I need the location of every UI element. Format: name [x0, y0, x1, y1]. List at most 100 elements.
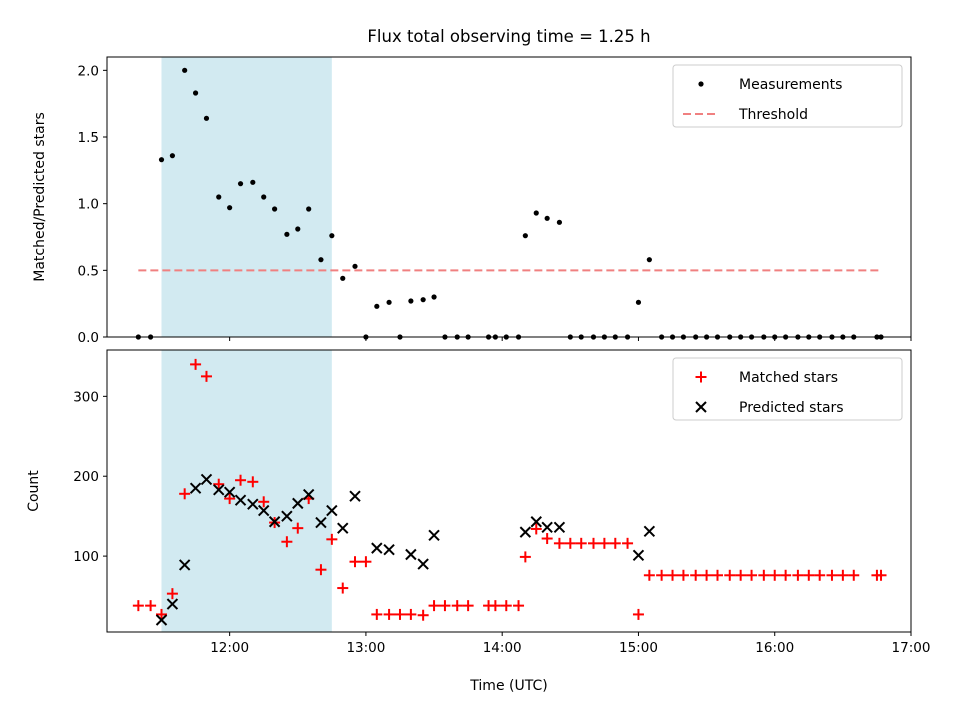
predicted-star-marker-b [530, 516, 542, 528]
predicted-star-marker-b [268, 516, 281, 528]
matched-star-marker [166, 588, 178, 600]
matched-star-marker [803, 569, 815, 581]
x-tick-label: 12:00 [210, 640, 249, 656]
measurement-point [544, 215, 550, 221]
measurement-point [420, 297, 426, 303]
measurement-point [237, 181, 244, 187]
measurement-point [272, 206, 278, 212]
matched-star-marker [132, 600, 144, 612]
matched-star-marker [541, 533, 553, 545]
matched-star-marker [667, 569, 679, 581]
matched-star-marker [247, 476, 259, 488]
measurement-point [533, 210, 539, 216]
matched-star-marker [428, 600, 440, 612]
predicted-star-marker-b [519, 526, 532, 538]
x-tick-label: 16:00 [755, 640, 794, 656]
matched-star-marker [609, 537, 621, 549]
predicted-star-marker-b [292, 497, 304, 510]
predicted-star-marker-b [643, 525, 656, 538]
predicted-star-marker [541, 521, 553, 534]
measurement-point [374, 303, 380, 309]
matched-star-marker [677, 569, 689, 581]
matched-star-marker [769, 569, 781, 581]
matched-star-marker [235, 474, 247, 486]
predicted-star-marker-b [234, 494, 247, 506]
x-axis-label: Time (UTC) [469, 678, 547, 694]
matched-star-marker [462, 600, 474, 612]
chart-title: Flux total observing time = 1.25 h [367, 27, 650, 46]
predicted-star-marker [178, 559, 191, 571]
predicted-star-marker [643, 525, 656, 538]
legend-box [672, 357, 903, 421]
predicted-star-marker [281, 510, 293, 522]
predicted-star-marker-b [166, 598, 179, 610]
measurement-point [306, 206, 312, 212]
matched-star-marker [598, 537, 610, 549]
y-tick-label: 100 [73, 549, 99, 565]
measurement-point [227, 205, 233, 211]
bottom-plot-marks [132, 358, 887, 626]
matched-star-marker [145, 600, 157, 612]
predicted-star-marker [189, 482, 202, 494]
matched-star-marker [564, 537, 576, 549]
predicted-star-marker [213, 484, 225, 496]
matched-star-marker [500, 600, 512, 612]
legend-marker-x-b [695, 401, 707, 413]
matched-star-marker [735, 569, 747, 581]
matched-star-marker [826, 569, 838, 581]
predicted-star-marker [247, 498, 259, 510]
matched-star-marker [349, 556, 361, 568]
predicted-star-marker [326, 504, 338, 517]
matched-star-marker [451, 600, 463, 612]
predicted-star-marker-b [337, 522, 349, 534]
predicted-star-marker [292, 497, 304, 510]
matched-star-marker [405, 608, 417, 620]
predicted-star-marker-b [371, 542, 383, 554]
y-tick-label: 2.0 [78, 63, 99, 79]
matched-star-marker [711, 569, 723, 581]
matched-star-marker [513, 600, 525, 612]
legend-entry-label: Predicted stars [739, 400, 844, 416]
predicted-star-marker [553, 521, 566, 534]
matched-star-marker [179, 488, 191, 500]
bottom-panel: 12:00 13:00 14:00 15:00 16:00 17:00100200300 … [26, 349, 930, 656]
matched-star-marker [156, 608, 168, 620]
top-axis-ticks: 0.0 0.5 1.0 1.5 2.0 [78, 63, 912, 346]
measurement-point [203, 115, 210, 121]
predicted-star-marker [258, 504, 270, 517]
predicted-star-marker-b [189, 482, 202, 494]
measurement-point [295, 226, 301, 232]
measurement-point [284, 231, 290, 237]
y-tick-label: 0.0 [78, 330, 99, 346]
matched-star-marker [292, 522, 304, 534]
matched-star-marker [258, 496, 270, 508]
predicted-star-marker-b [417, 558, 429, 570]
predicted-star-marker-b [155, 614, 168, 626]
measurement-point [646, 257, 652, 263]
top-axes-frame [106, 56, 912, 338]
matched-star-marker [746, 569, 758, 581]
measurement-point [352, 263, 358, 269]
x-tick-label: 15:00 [619, 640, 658, 656]
predicted-star-marker-b [247, 498, 259, 510]
measurement-point [216, 194, 222, 200]
matched-star-marker [200, 370, 212, 382]
matched-star-marker [587, 537, 599, 549]
predicted-star-marker-b [632, 549, 645, 562]
matched-star-marker [417, 609, 429, 621]
predicted-star-marker [428, 529, 440, 542]
y-tick-label: 1.0 [78, 197, 99, 213]
predicted-star-marker-b [302, 488, 315, 501]
predicted-star-marker [223, 486, 236, 498]
legend-entry-label: Measurements [739, 77, 842, 93]
predicted-star-marker [315, 516, 327, 529]
predicted-star-marker-b [326, 504, 338, 517]
matched-star-marker [632, 608, 644, 620]
measurement-point [318, 257, 324, 263]
observing-interval-shade [161, 57, 332, 337]
predicted-star-marker-b [553, 521, 566, 534]
observing-interval-shade [161, 350, 332, 632]
predicted-star-marker [417, 558, 429, 570]
predicted-star-marker-b [223, 486, 236, 498]
